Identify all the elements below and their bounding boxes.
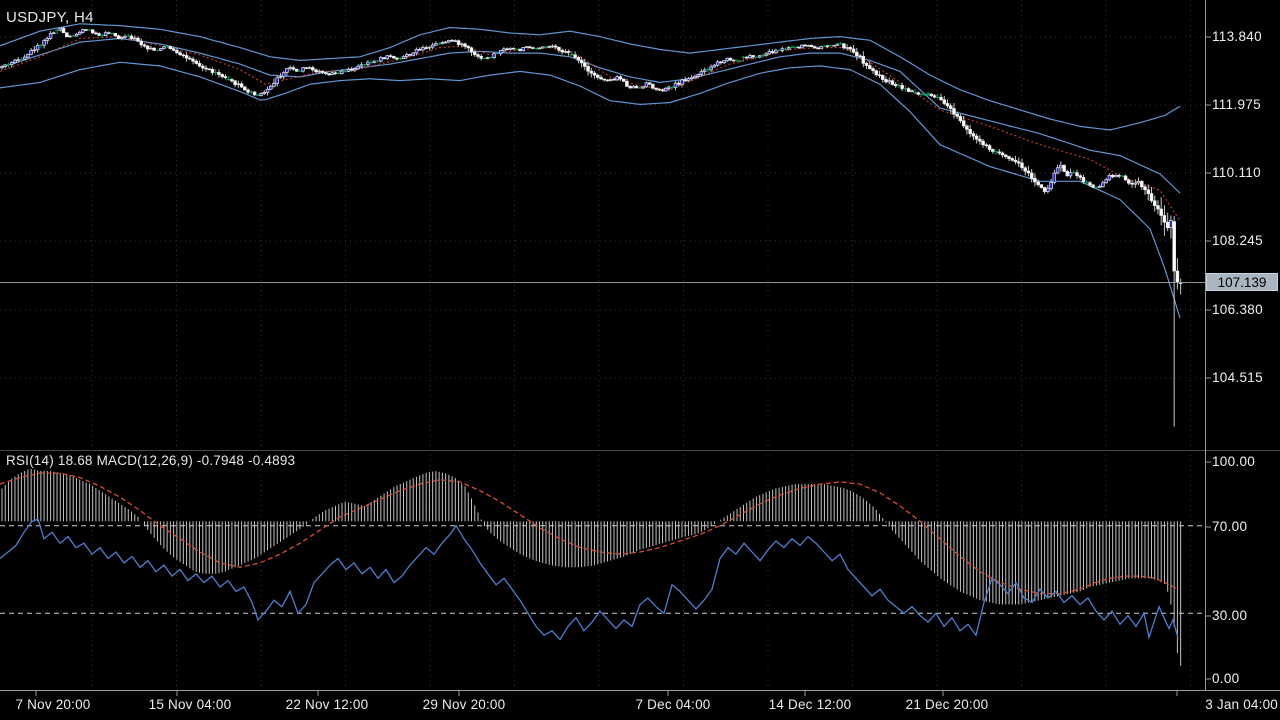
indicator-axis-label: 100.00 (1212, 454, 1256, 469)
price-axis-label: 113.840 (1212, 29, 1262, 44)
time-axis-label: 7 Dec 04:00 (635, 697, 711, 712)
symbol-period-label: USDJPY, H4 (6, 9, 94, 26)
indicator-axis-label: 30.00 (1212, 608, 1248, 623)
indicator-axis-label: 70.00 (1212, 519, 1248, 534)
bollinger-bands (0, 23, 1181, 319)
time-axis-label: 14 Dec 12:00 (768, 697, 852, 712)
time-axis-label: 29 Nov 20:00 (422, 697, 506, 712)
time-axis-label: 7 Nov 20:00 (15, 697, 91, 712)
time-axis-label: 21 Dec 20:00 (905, 697, 989, 712)
price-axis-label: 111.975 (1212, 97, 1261, 112)
time-axis-label: 22 Nov 12:00 (285, 697, 369, 712)
price-axis-label: 110.110 (1212, 165, 1261, 180)
indicator-values-label: RSI(14) 18.68 MACD(12,26,9) -0.7948 -0.4… (6, 453, 296, 468)
price-axis-label: 108.245 (1212, 233, 1263, 248)
candles (0, 27, 1183, 427)
rsi-level-lines (0, 525, 1205, 614)
price-axis-label: 104.515 (1212, 370, 1263, 385)
time-axis-label: 3 Jan 04:00 (1205, 697, 1278, 712)
indicator-axis-label: 0.00 (1212, 671, 1240, 686)
chart-frame (0, 0, 1280, 696)
gridlines (0, 0, 1205, 690)
macd-histogram (1, 469, 1182, 666)
current-price-tag: 107.139 (1206, 273, 1278, 291)
macd-signal-line (0, 472, 1179, 595)
price-axis-label: 106.380 (1212, 302, 1263, 317)
rsi-line (0, 518, 1179, 641)
time-axis-label: 15 Nov 04:00 (148, 697, 232, 712)
